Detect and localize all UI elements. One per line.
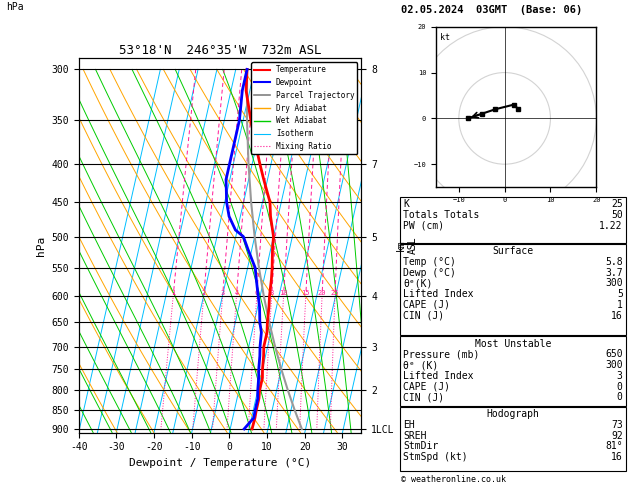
Text: K: K	[403, 199, 409, 209]
Text: 8: 8	[270, 290, 274, 296]
Text: 1: 1	[171, 290, 175, 296]
Text: 10: 10	[279, 290, 288, 296]
Text: 300: 300	[605, 278, 623, 289]
Y-axis label: hPa: hPa	[36, 235, 46, 256]
Text: StmDir: StmDir	[403, 441, 438, 451]
Text: 50: 50	[611, 210, 623, 220]
Text: θᵉ (K): θᵉ (K)	[403, 360, 438, 370]
Text: 0: 0	[617, 392, 623, 402]
Text: Pressure (mb): Pressure (mb)	[403, 349, 479, 360]
Text: CIN (J): CIN (J)	[403, 311, 444, 321]
Y-axis label: km
ASL: km ASL	[396, 237, 418, 254]
Text: 3: 3	[220, 290, 225, 296]
Text: 3: 3	[617, 371, 623, 381]
Text: PW (cm): PW (cm)	[403, 221, 444, 231]
X-axis label: Dewpoint / Temperature (°C): Dewpoint / Temperature (°C)	[129, 458, 311, 468]
Text: Totals Totals: Totals Totals	[403, 210, 479, 220]
Text: 92: 92	[611, 431, 623, 441]
Text: 2: 2	[201, 290, 206, 296]
Text: 1.22: 1.22	[599, 221, 623, 231]
Text: 6: 6	[255, 290, 259, 296]
Text: 73: 73	[611, 420, 623, 430]
Text: 02.05.2024  03GMT  (Base: 06): 02.05.2024 03GMT (Base: 06)	[401, 5, 582, 15]
Legend: Temperature, Dewpoint, Parcel Trajectory, Dry Adiabat, Wet Adiabat, Isotherm, Mi: Temperature, Dewpoint, Parcel Trajectory…	[252, 62, 357, 154]
Text: StmSpd (kt): StmSpd (kt)	[403, 452, 468, 462]
Text: EH: EH	[403, 420, 415, 430]
Text: CAPE (J): CAPE (J)	[403, 300, 450, 310]
Text: 25: 25	[331, 290, 339, 296]
Text: 300: 300	[605, 360, 623, 370]
Text: SREH: SREH	[403, 431, 426, 441]
Text: 16: 16	[611, 452, 623, 462]
Title: 53°18'N  246°35'W  732m ASL: 53°18'N 246°35'W 732m ASL	[119, 44, 321, 57]
Text: Most Unstable: Most Unstable	[475, 339, 551, 349]
Text: Dewp (°C): Dewp (°C)	[403, 268, 456, 278]
Text: 4: 4	[235, 290, 238, 296]
Text: kt: kt	[440, 34, 450, 42]
Text: 5.8: 5.8	[605, 257, 623, 267]
Text: CAPE (J): CAPE (J)	[403, 382, 450, 392]
Text: 3.7: 3.7	[605, 268, 623, 278]
Text: Hodograph: Hodograph	[486, 409, 540, 419]
Text: Lifted Index: Lifted Index	[403, 289, 474, 299]
Text: 650: 650	[605, 349, 623, 360]
Text: 1: 1	[617, 300, 623, 310]
Text: 25: 25	[611, 199, 623, 209]
Text: Temp (°C): Temp (°C)	[403, 257, 456, 267]
Text: 15: 15	[301, 290, 310, 296]
Text: 5: 5	[617, 289, 623, 299]
Text: Surface: Surface	[493, 246, 533, 257]
Text: Lifted Index: Lifted Index	[403, 371, 474, 381]
Text: hPa: hPa	[6, 2, 24, 13]
Text: 0: 0	[617, 382, 623, 392]
Text: 16: 16	[611, 311, 623, 321]
Text: 20: 20	[318, 290, 326, 296]
Text: CIN (J): CIN (J)	[403, 392, 444, 402]
Text: θᵉ(K): θᵉ(K)	[403, 278, 433, 289]
Text: © weatheronline.co.uk: © weatheronline.co.uk	[401, 474, 506, 484]
Text: 81°: 81°	[605, 441, 623, 451]
